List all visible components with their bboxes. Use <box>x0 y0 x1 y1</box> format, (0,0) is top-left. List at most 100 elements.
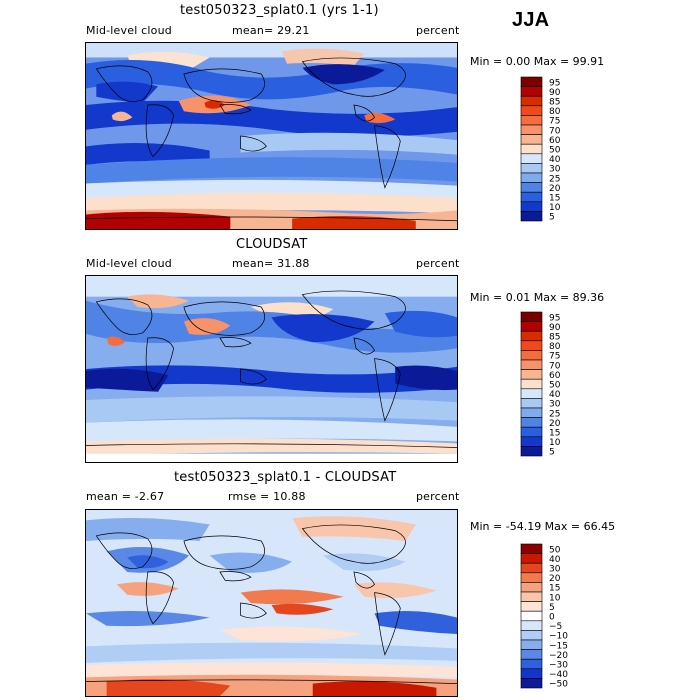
panel3-colorbar-label: 20 <box>549 574 561 584</box>
panel1-colorbar: 95 90 85 80 75 70 60 50 40 30 25 20 15 10 5 <box>520 76 591 227</box>
season-label: JJA <box>512 9 550 31</box>
panel2-colorbar-label: 90 <box>549 323 561 333</box>
panel1-colorbar-box <box>520 134 543 145</box>
panel2-colorbar-box <box>520 398 543 409</box>
panel3-colorbar-label: −15 <box>549 641 568 651</box>
panel1-colorbar-box <box>520 86 543 97</box>
panel1-colorbar-label: 40 <box>549 155 561 165</box>
panel1-mean: mean= 29.21 <box>232 24 310 37</box>
panel3-colorbar-label: −5 <box>549 622 562 632</box>
panel1-colorbar-box <box>520 172 543 183</box>
panel3-colorbar-label: 10 <box>549 593 561 603</box>
panel2-colorbar-box <box>520 369 543 380</box>
panel2-colorbar-box <box>520 388 543 399</box>
panel3-colorbar-label: 40 <box>549 555 561 565</box>
panel3-colorbar-box <box>520 668 543 679</box>
panel3-colorbar-label: 0 <box>549 613 555 623</box>
panel1-colorbar-box <box>520 182 543 193</box>
panel1-colorbar-label: 15 <box>549 194 560 204</box>
panel3-colorbar-box <box>520 601 543 612</box>
panel3-colorbar-label: 15 <box>549 584 560 594</box>
panel3-colorbar-box <box>520 649 543 660</box>
panel1-colorbar-label: 50 <box>549 146 561 156</box>
panel3-colorbar-box <box>520 610 543 622</box>
panel3-colorbar-box <box>520 620 543 631</box>
panel2-colorbar-label: 75 <box>549 352 560 362</box>
panel1-field-label: Mid-level cloud <box>86 24 172 37</box>
panel1-map <box>85 42 458 230</box>
panel1-colorbar-label: 95 <box>549 78 560 88</box>
panel2-colorbar-box <box>520 330 543 342</box>
panel1-colorbar-label: 60 <box>549 136 561 146</box>
panel2-colorbar-label: 80 <box>549 342 561 352</box>
panel3-colorbar-box <box>520 630 543 641</box>
panel2-colorbar-label: 60 <box>549 371 561 381</box>
panel2-minmax: Min = 0.01 Max = 89.36 <box>470 291 605 304</box>
panel2-colorbar-box <box>520 340 543 351</box>
panel1-colorbar-box <box>520 163 543 174</box>
panel2-map <box>85 275 458 463</box>
panel1-colorbar-box <box>520 105 543 116</box>
panel2-units: percent <box>416 257 460 270</box>
panel3-colorbar-box <box>520 562 543 574</box>
panel3-colorbar-box <box>520 591 543 602</box>
panel2-colorbar-label: 95 <box>549 313 560 323</box>
panel1-minmax: Min = 0.00 Max = 99.91 <box>470 55 605 68</box>
panel2-colorbar-box <box>520 436 543 447</box>
panel2-colorbar-box <box>520 321 543 332</box>
panel3-map <box>85 509 458 697</box>
panel3-colorbar-label: 50 <box>549 545 561 555</box>
panel3-colorbar-label: −10 <box>549 632 568 642</box>
panel3-colorbar-label: 5 <box>549 603 555 613</box>
panel2-colorbar: 95 90 85 80 75 70 60 50 40 30 25 20 15 10 5 <box>520 311 591 462</box>
panel2-colorbar-box <box>520 311 543 322</box>
panel2-colorbar-boxes <box>520 311 543 457</box>
panel1-colorbar-label: 5 <box>549 213 555 223</box>
panel1-colorbar-box <box>520 211 543 222</box>
panel2-colorbar-box <box>520 446 543 457</box>
panel1-colorbar-box <box>520 143 543 155</box>
panel3-colorbar-label: −50 <box>549 680 568 690</box>
panel1-colorbar-box <box>520 153 543 164</box>
panel2-colorbar-label: 15 <box>549 429 560 439</box>
panel3-colorbar-box <box>520 678 543 689</box>
panel3-colorbar-label: −30 <box>549 661 568 671</box>
panel3-colorbar-boxes <box>520 543 543 689</box>
panel1-units: percent <box>416 24 460 37</box>
panel1-colorbar-label: 80 <box>549 107 561 117</box>
panel2-mean: mean= 31.88 <box>232 257 310 270</box>
panel1-title: test050323_splat0.1 (yrs 1-1) <box>180 3 379 18</box>
panel3-colorbar: 50 40 30 20 15 10 5 0 −5 −10 −15 −20 −30 −40 −50 <box>520 543 591 694</box>
panel2-colorbar-box <box>520 378 543 390</box>
panel2-colorbar-box <box>520 359 543 370</box>
panel1-colorbar-label: 10 <box>549 203 561 213</box>
panel2-colorbar-box <box>520 407 543 418</box>
panel1-colorbar-box <box>520 115 543 126</box>
panel1-colorbar-label: 25 <box>549 174 560 184</box>
panel1-colorbar-label: 90 <box>549 88 561 98</box>
panel3-title: test050323_splat0.1 - CLOUDSAT <box>174 470 397 485</box>
panel3-minmax: Min = -54.19 Max = 66.45 <box>470 520 616 533</box>
panel3-map-field <box>86 510 457 696</box>
panel1-colorbar-label: 75 <box>549 117 560 127</box>
panel3-colorbar-label: 30 <box>549 565 561 575</box>
panel2-colorbar-label: 85 <box>549 333 560 343</box>
panel2-field-label: Mid-level cloud <box>86 257 172 270</box>
panel1-colorbar-label: 85 <box>549 98 560 108</box>
panel3-mean: mean = -2.67 <box>86 490 165 503</box>
panel3-colorbar-box <box>520 639 543 650</box>
panel3-colorbar-label: −20 <box>549 651 568 661</box>
panel2-title: CLOUDSAT <box>236 237 308 252</box>
panel1-colorbar-label: 30 <box>549 165 561 175</box>
panel3-rmse: rmse = 10.88 <box>228 490 306 503</box>
panel3-colorbar-box <box>520 658 543 670</box>
panel2-colorbar-label: 50 <box>549 381 561 391</box>
panel2-map-field <box>86 276 457 462</box>
panel1-colorbar-boxes <box>520 76 543 222</box>
